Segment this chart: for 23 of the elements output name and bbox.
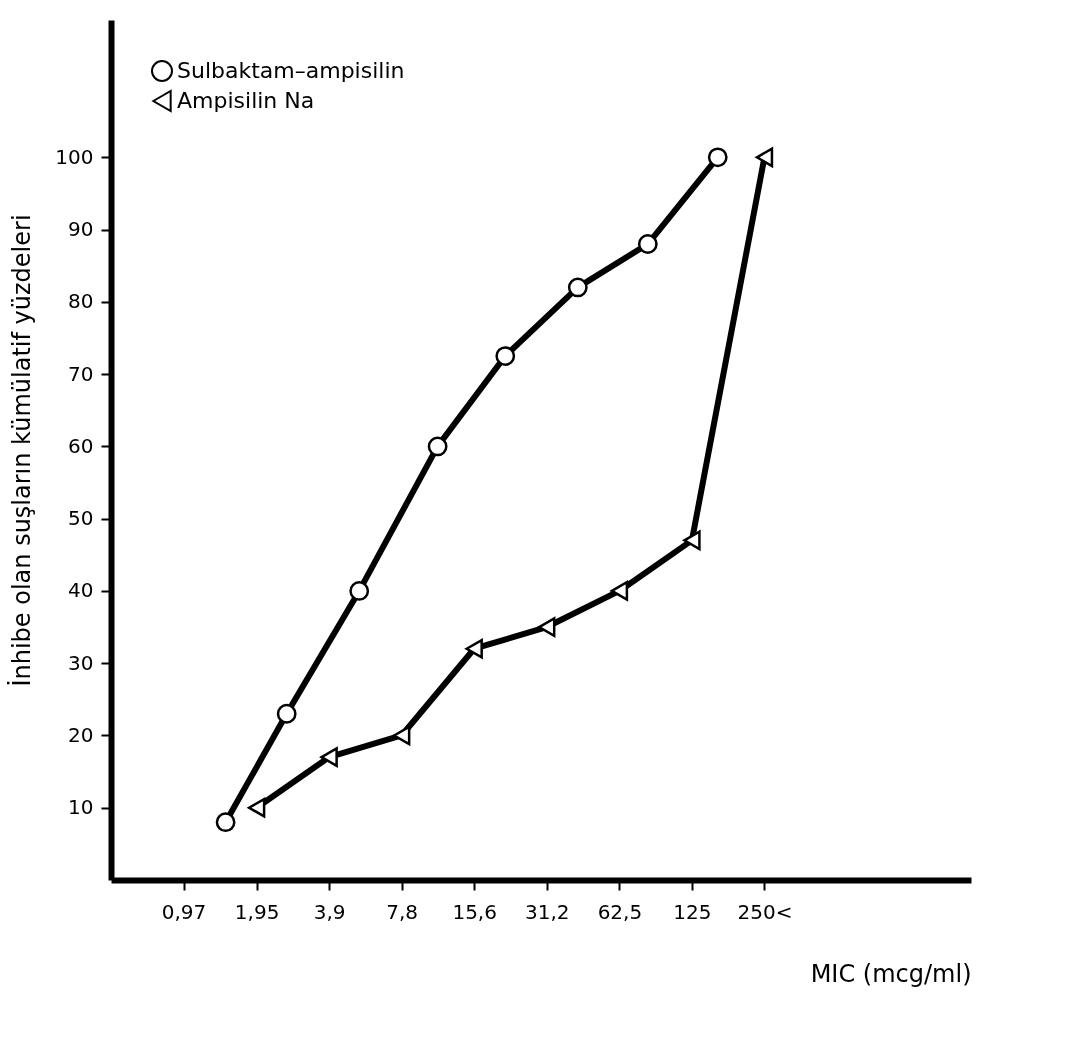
x-tick-label: 125 [673, 899, 712, 924]
legend-label: Sulbaktam–ampisilin [177, 58, 405, 83]
x-tick-label: 1,95 [234, 899, 280, 924]
x-tick-label: 0,97 [161, 899, 207, 924]
y-tick-label: 40 [68, 578, 94, 603]
x-tick-label: 15,6 [452, 899, 497, 924]
y-tick-label: 100 [55, 144, 94, 169]
y-tick-label: 30 [68, 650, 94, 675]
x-tick-label: 7,8 [386, 899, 419, 924]
y-axis-title: İnhibe olan suşların kümülatif yüzdeleri [7, 214, 37, 687]
y-tick-label: 10 [68, 795, 94, 820]
x-tick-label: 62,5 [597, 899, 643, 924]
y-tick-label: 50 [68, 506, 94, 531]
x-tick-label: 3,9 [313, 899, 346, 924]
y-tick-label: 80 [68, 289, 94, 314]
y-tick-label: 20 [68, 722, 94, 747]
y-tick-label: 90 [68, 217, 94, 242]
x-axis-title: MIC (mcg/ml) [810, 959, 972, 988]
legend-label: Ampisilin Na [177, 88, 315, 113]
x-tick-label: 31,2 [524, 899, 570, 924]
y-tick-label: 60 [68, 433, 94, 458]
x-tick-label: 250< [737, 899, 793, 924]
y-tick-label: 70 [68, 361, 94, 386]
